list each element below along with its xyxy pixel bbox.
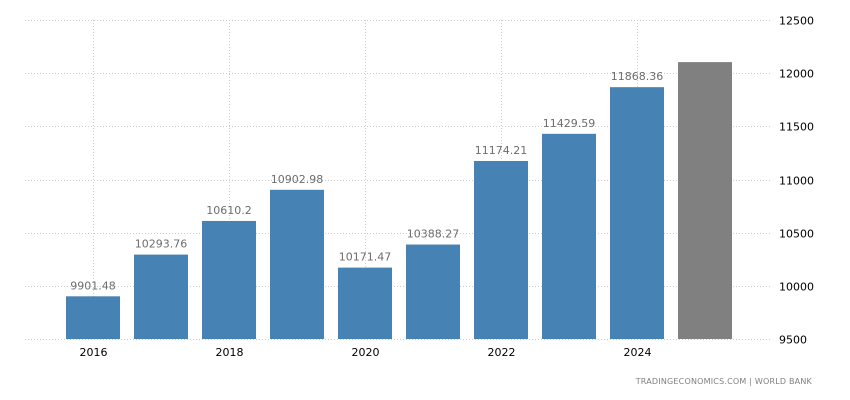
bar-value-label: 11429.59 xyxy=(543,117,596,130)
bar-2018[interactable] xyxy=(202,220,256,339)
bar-value-labels: 9901.48 10293.76 10610.2 10902.98 10171.47 10… xyxy=(70,70,663,292)
y-tick-label: 12000 xyxy=(779,68,814,81)
bar-2023[interactable] xyxy=(542,133,596,339)
bar-value-label: 10293.76 xyxy=(135,238,188,251)
x-tick-label: 2020 xyxy=(352,346,380,359)
bar-2022[interactable] xyxy=(474,160,528,339)
y-tick-label: 10000 xyxy=(779,281,814,294)
x-axis-ticks: 2016 2018 2020 2022 2024 xyxy=(80,346,652,359)
y-tick-label: 11000 xyxy=(779,175,814,188)
bar-value-label: 11868.36 xyxy=(611,70,664,83)
bar-2024[interactable] xyxy=(610,87,664,339)
bar-value-label: 9901.48 xyxy=(70,279,116,292)
y-tick-label: 11500 xyxy=(779,121,814,134)
y-tick-label: 9500 xyxy=(779,334,807,347)
bar-value-label: 10388.27 xyxy=(407,228,460,241)
y-tick-label: 12500 xyxy=(779,15,814,28)
bar-value-label: 11174.21 xyxy=(475,144,528,157)
source-attribution: TRADINGECONOMICS.COM | WORLD BANK xyxy=(635,377,812,386)
y-axis-ticks: 12500 12000 11500 11000 10500 10000 9500 xyxy=(779,15,814,347)
bar-2019[interactable] xyxy=(270,189,324,339)
bar-2021[interactable] xyxy=(406,244,460,339)
bars xyxy=(66,62,732,339)
bar-2025[interactable] xyxy=(678,62,732,339)
bar-value-label: 10610.2 xyxy=(206,204,252,217)
bar-value-label: 10902.98 xyxy=(271,173,324,186)
x-tick-label: 2018 xyxy=(216,346,244,359)
bar-value-label: 10171.47 xyxy=(339,251,392,264)
bar-2020[interactable] xyxy=(338,267,392,339)
x-tick-label: 2022 xyxy=(488,346,516,359)
x-tick-label: 2016 xyxy=(80,346,108,359)
x-tick-label: 2024 xyxy=(624,346,652,359)
y-tick-label: 10500 xyxy=(779,228,814,241)
bar-2016[interactable] xyxy=(66,296,120,339)
bar-2017[interactable] xyxy=(134,254,188,339)
